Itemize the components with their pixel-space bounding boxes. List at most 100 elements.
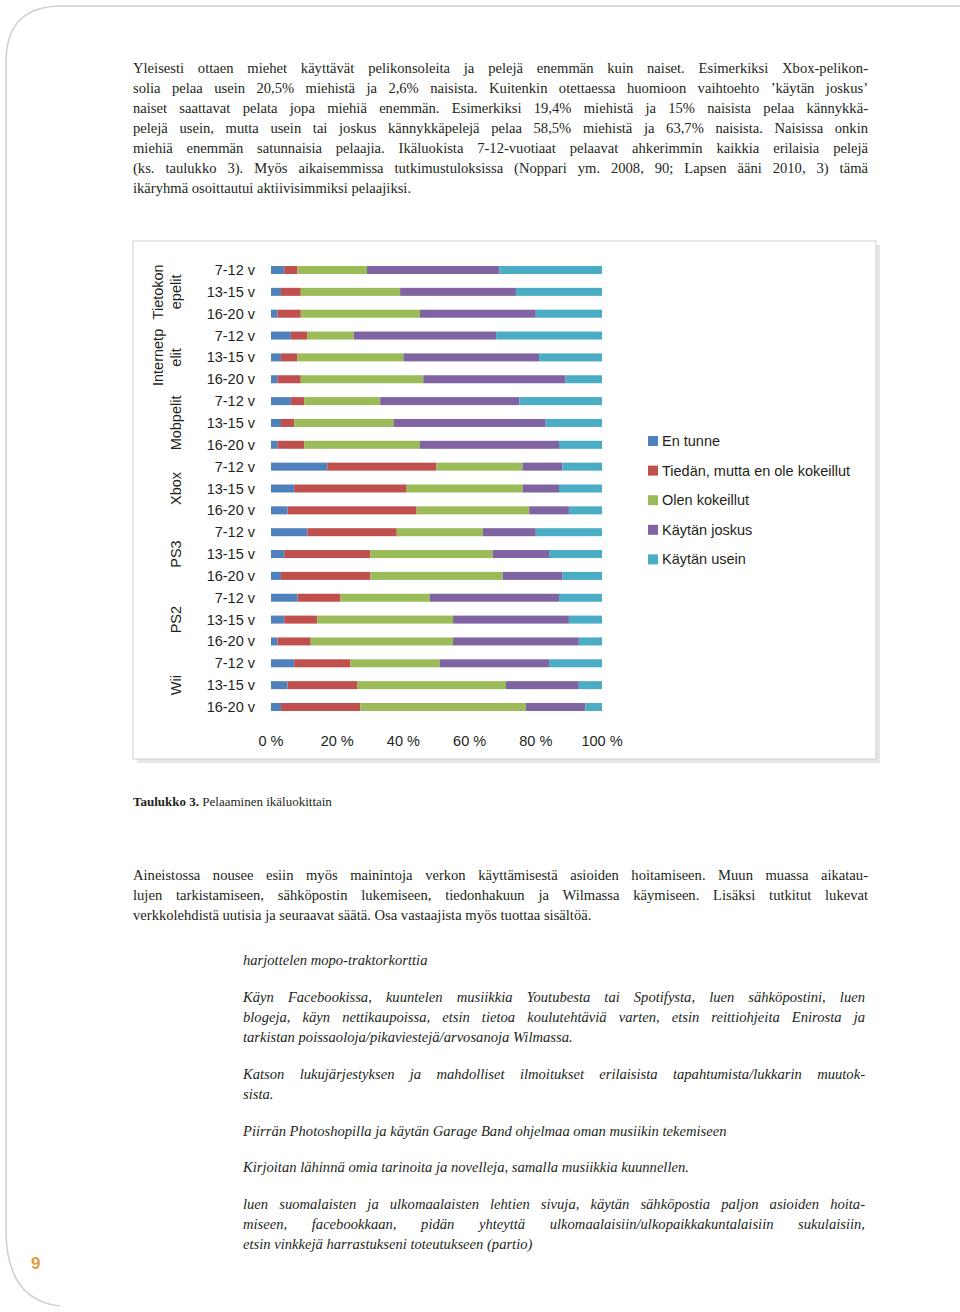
caption-text: Pelaaminen ikäluokittain [199, 794, 332, 809]
bar-segment [271, 528, 307, 536]
bar-segment [281, 353, 298, 361]
bars [271, 266, 602, 711]
bar-segment [523, 463, 563, 471]
legend-label: Tiedän, mutta en ole kokeillut [662, 463, 850, 479]
bar-segment [271, 572, 281, 580]
bar-segment [579, 681, 602, 689]
category-label: 7-12 v [215, 524, 256, 540]
bar-segment [284, 550, 370, 558]
bar-segment [506, 681, 579, 689]
category-label: 16-20 v [207, 633, 256, 649]
bar-segment [317, 616, 453, 624]
chart: 7-12 v 13-15 v 16-20 v 7-12 v 13-15 v 16-20 v… [133, 241, 880, 763]
bar-segment [403, 353, 539, 361]
group-label: Wii [168, 675, 184, 695]
bar-segment [271, 332, 291, 340]
x-tick-label: 100 % [581, 733, 622, 749]
bar-segment [357, 681, 506, 689]
bar-segment [297, 266, 367, 274]
bar-segment [278, 637, 311, 645]
bar-segment [496, 332, 602, 340]
category-label: 13-15 v [207, 612, 256, 628]
bar-segment [291, 397, 304, 405]
legend-label: Käytän joskus [662, 522, 752, 538]
category-label: 7-12 v [215, 393, 256, 409]
bar-segment [271, 353, 281, 361]
group-label: elit [168, 348, 184, 367]
bar-segment [297, 353, 403, 361]
bar-segment [327, 463, 436, 471]
bar-segment [430, 594, 559, 602]
quote-line: Katson lukujärjestyksen ja mahdolliset i… [243, 1064, 865, 1084]
bar-segment [271, 594, 297, 602]
bar-segment [284, 616, 317, 624]
bar-segment [499, 266, 602, 274]
bar-segment [271, 419, 281, 427]
bar-segment [297, 594, 340, 602]
bar-segment [350, 659, 439, 667]
text-line: solia pelaa usein 20,5% miehistä ja 2,6%… [133, 78, 868, 98]
x-tick-label: 0 % [259, 733, 284, 749]
bar-segment [284, 266, 297, 274]
text-line: miehiä enemmän satunnaisia pelaajia. Ikä… [133, 138, 868, 158]
legend-swatch [648, 495, 658, 505]
group-label: Xbox [168, 471, 184, 505]
quote-line: harjottelen mopo-traktorkorttia [243, 950, 865, 970]
category-label: 16-20 v [207, 437, 256, 453]
caption-label: Taulukko 3. [133, 794, 199, 809]
bar-segment [360, 703, 526, 711]
quote-line: miseen, facebookkaan, pidän yhteyttä ulk… [243, 1214, 865, 1234]
bar-segment [271, 506, 288, 514]
x-tick-label: 60 % [453, 733, 486, 749]
bar-segment [294, 485, 407, 493]
legend-swatch [648, 466, 658, 476]
bar-segment [271, 288, 281, 296]
bar-segment [420, 441, 559, 449]
bar-segment [281, 419, 294, 427]
category-label: 13-15 v [207, 349, 256, 365]
group-label: Tietokon [150, 264, 166, 319]
bar-segment [271, 375, 278, 383]
bar-segment [271, 681, 288, 689]
bar-segment [271, 659, 294, 667]
group-label: Internetp [150, 329, 166, 386]
quote-line: Käyn Facebookissa, kuuntelen musiikkia Y… [243, 987, 865, 1007]
legend-label: Olen kokeillut [662, 492, 749, 508]
bar-segment [559, 485, 602, 493]
bar-segment [483, 528, 536, 536]
category-label: 7-12 v [215, 328, 256, 344]
bar-segment [562, 463, 602, 471]
bar-segment [304, 397, 380, 405]
x-tick-label: 40 % [387, 733, 420, 749]
bar-segment [546, 419, 602, 427]
x-tick-label: 20 % [321, 733, 354, 749]
group-label: Mobpelit [168, 396, 184, 451]
text-line: lujen tarkistamiseen, sähköpostin lukemi… [133, 885, 868, 905]
category-label: 16-20 v [207, 306, 256, 322]
category-label: 16-20 v [207, 699, 256, 715]
bar-segment [301, 375, 423, 383]
bar-segment [301, 288, 400, 296]
bar-segment [417, 506, 530, 514]
bar-segment [271, 485, 294, 493]
bar-segment [367, 266, 499, 274]
bar-segment [271, 637, 278, 645]
bar-segment [311, 637, 453, 645]
bar-segment [271, 703, 281, 711]
legend-label: Käytän usein [662, 551, 746, 567]
page-border-corner [6, 1230, 60, 1306]
text-line: naiset saattavat pelata jopa miehiä enem… [133, 98, 868, 118]
text-line: Yleisesti ottaen miehet käyttävät peliko… [133, 58, 868, 78]
bar-segment [453, 616, 569, 624]
bar-segment [549, 550, 602, 558]
page-canvas: 7-12 v 13-15 v 16-20 v 7-12 v 13-15 v 16-20 v… [0, 0, 960, 1312]
group-label: PS3 [168, 540, 184, 567]
bar-segment [536, 528, 602, 536]
bar-segment [526, 703, 586, 711]
legend-swatch [648, 554, 658, 564]
bar-segment [288, 681, 358, 689]
bar-segment [516, 288, 602, 296]
bar-segment [393, 419, 545, 427]
bar-segment [523, 485, 559, 493]
category-label: 13-15 v [207, 546, 256, 562]
